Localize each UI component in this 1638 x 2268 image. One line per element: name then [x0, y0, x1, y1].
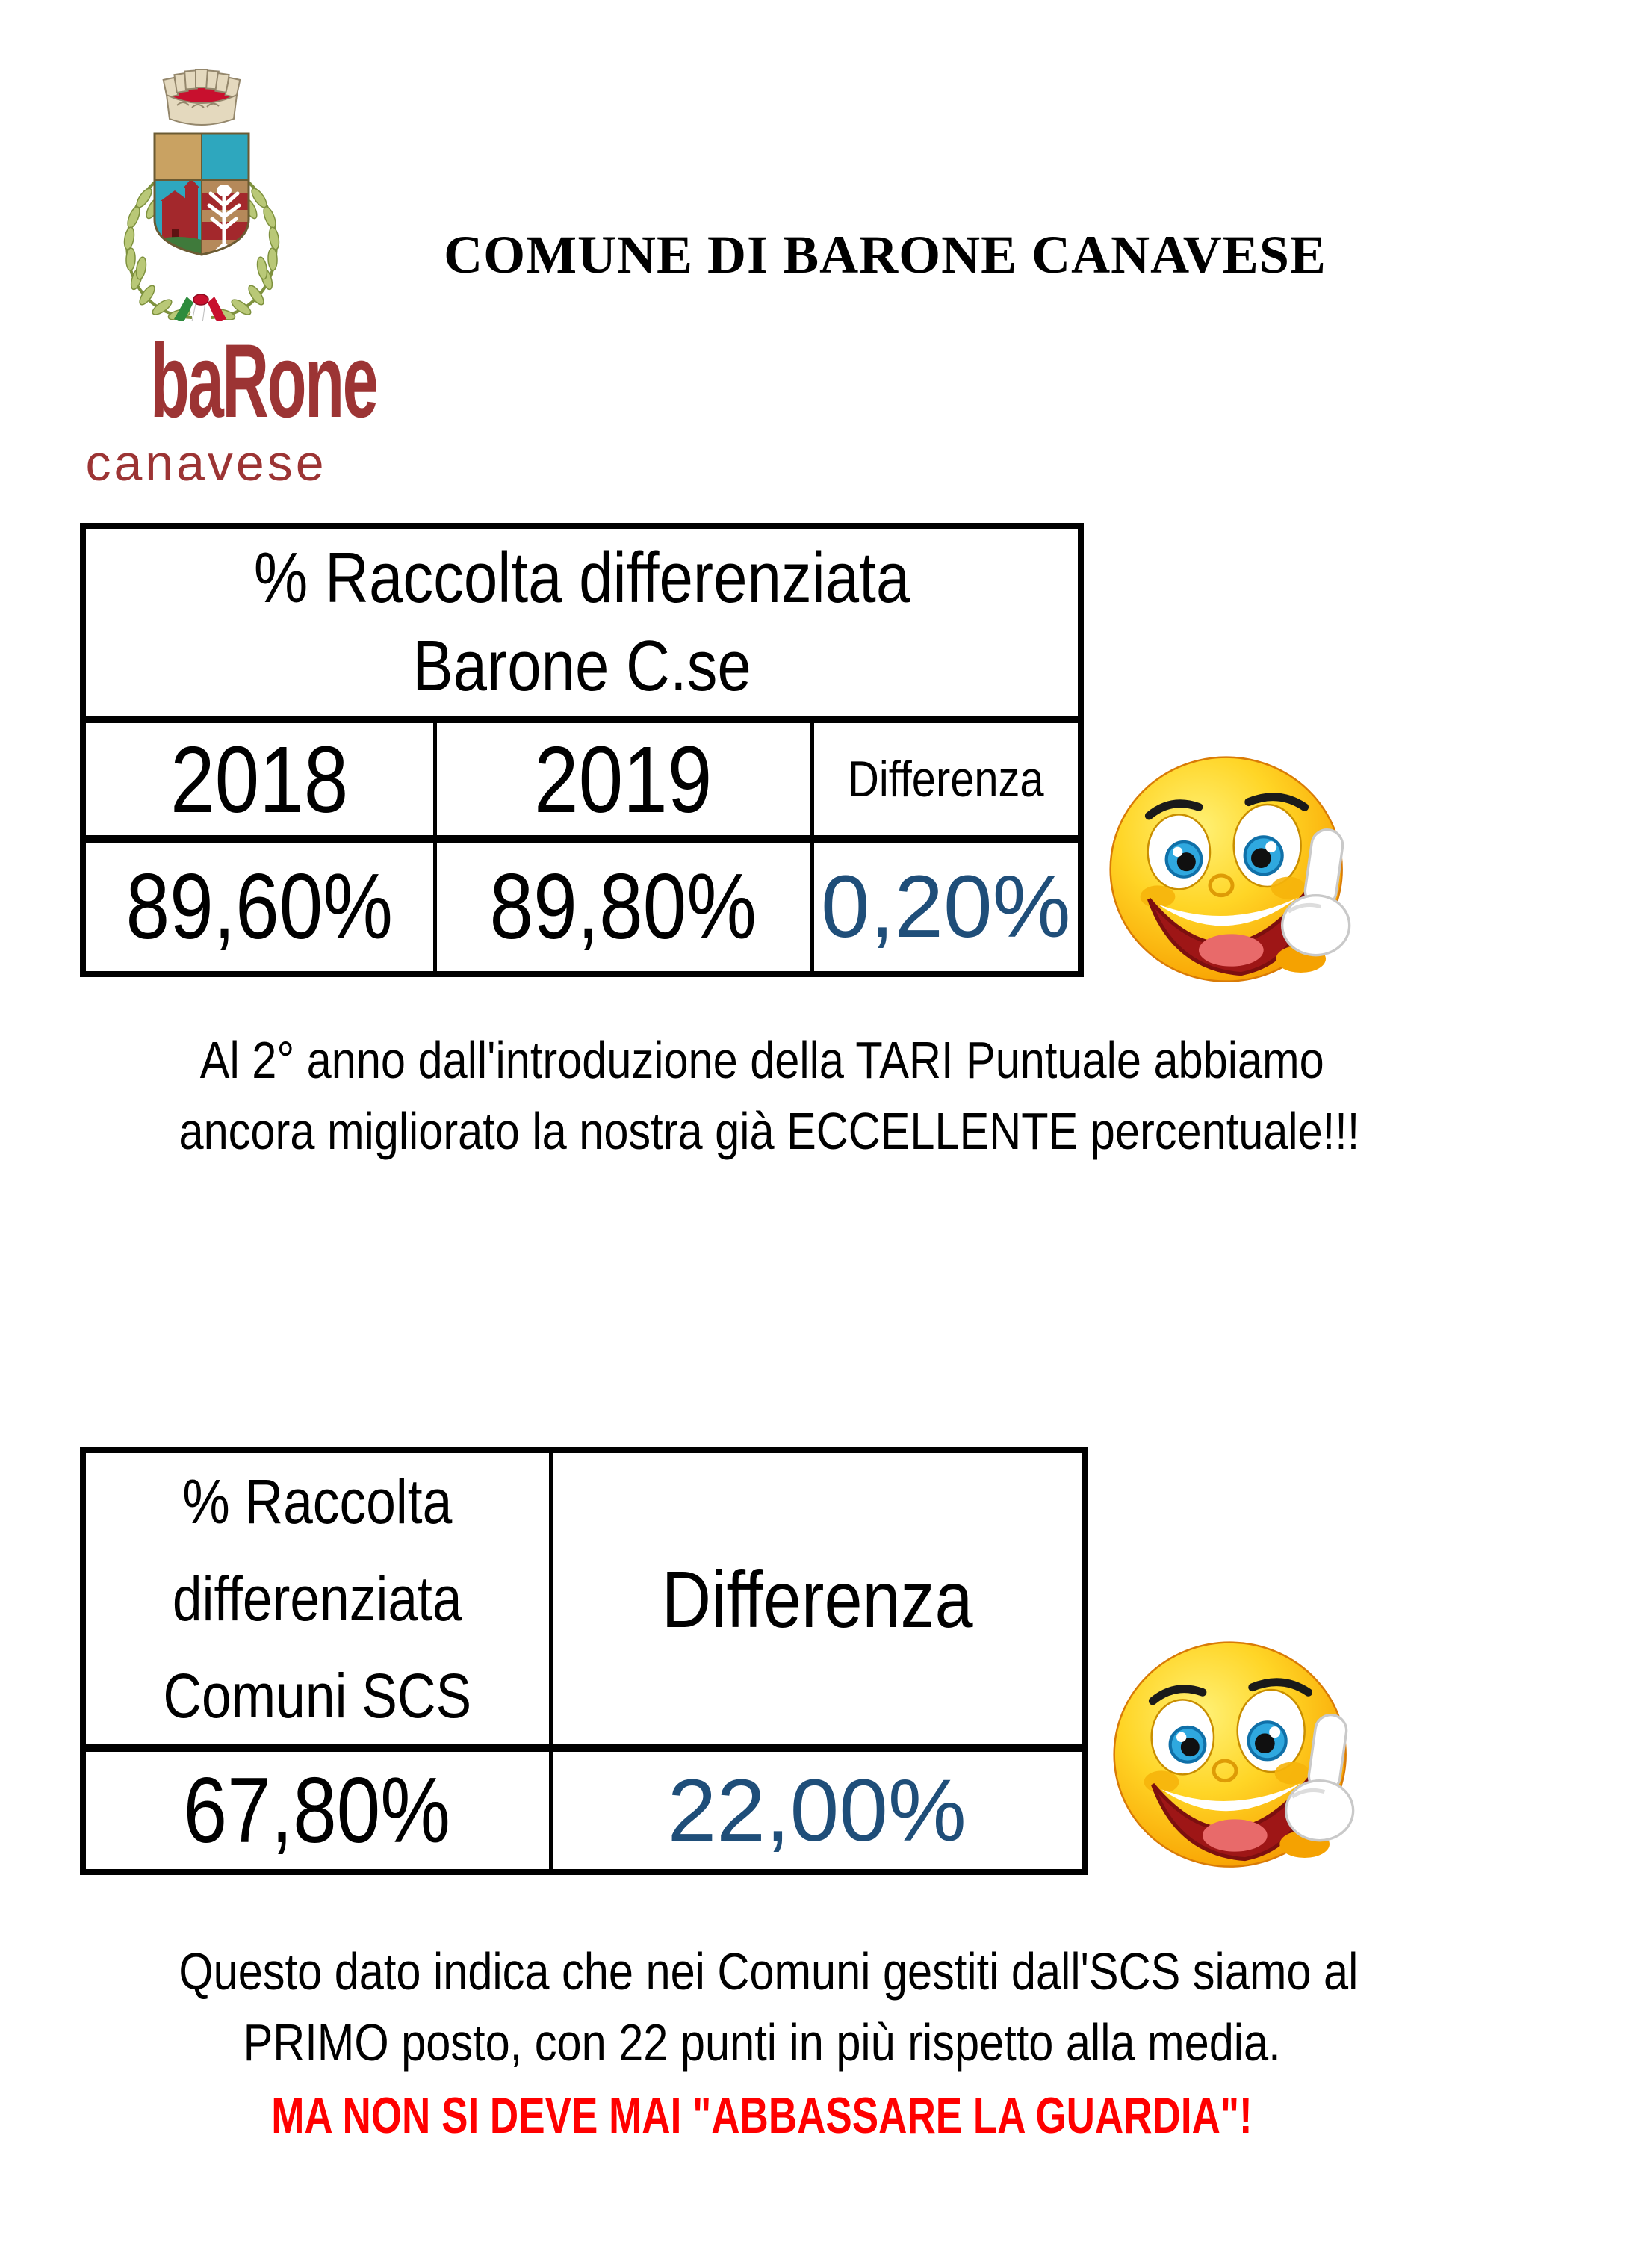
- table1-header-line1: % Raccolta differenziata: [253, 538, 910, 618]
- page-title: COMUNE DI BARONE CANAVESE: [444, 225, 1327, 285]
- warning-text: MA NON SI DEVE MAI "ABBASSARE LA GUARDIA…: [271, 2087, 1253, 2144]
- tari-note-line2: ancora migliorato la nostra già ECCELLEN…: [179, 1102, 1360, 1160]
- table1-value-differenza: 0,20%: [810, 835, 1083, 976]
- table2-value-differenza: 22,00%: [548, 1744, 1087, 1874]
- tari-note-line1: Al 2° anno dall'introduzione della TARI …: [199, 1031, 1324, 1089]
- municipal-coat-of-arms-logo: [108, 51, 295, 324]
- scs-note-line1: Questo dato indica che nei Comuni gestit…: [179, 1942, 1359, 2001]
- raccolta-differenziata-barone-table: % Raccolta differenziata Barone C.se 201…: [80, 523, 1085, 977]
- table1-value-2019: 89,80%: [432, 835, 814, 976]
- table1-header-line2: Barone C.se: [412, 626, 751, 706]
- wordmark-line-canavese: canavese: [85, 435, 327, 492]
- barone-canavese-wordmark: baRone canavese: [81, 329, 378, 492]
- table2-header-differenza-cell: Differenza: [548, 1448, 1087, 1750]
- scs-note: Questo dato indica che nei Comuni gestit…: [75, 1936, 1449, 2153]
- thumbs-up-smiley-icon: [1102, 747, 1363, 997]
- scs-note-line2: PRIMO posto, con 22 punti in più rispett…: [243, 2013, 1281, 2072]
- coat-of-arms-icon: [123, 69, 280, 324]
- table2-value-scs: 67,80%: [81, 1744, 553, 1874]
- table1-col-2018: 2018: [81, 716, 437, 841]
- table1-col-2019: 2019: [432, 716, 814, 841]
- table1-col-differenza: Differenza: [810, 716, 1083, 841]
- raccolta-differenziata-scs-table: % Raccolta differenziata Comuni SCS Diff…: [80, 1447, 1088, 1875]
- tari-note: Al 2° anno dall'introduzione della TARI …: [75, 1025, 1449, 1167]
- table2-header-left-cell: % Raccolta differenziata Comuni SCS: [81, 1448, 553, 1750]
- thumbs-up-smiley-icon: [1105, 1632, 1367, 1882]
- wordmark-line-barone: baRone: [149, 322, 379, 439]
- table1-header-cell: % Raccolta differenziata Barone C.se: [81, 524, 1083, 722]
- table1-value-2018: 89,60%: [81, 835, 437, 976]
